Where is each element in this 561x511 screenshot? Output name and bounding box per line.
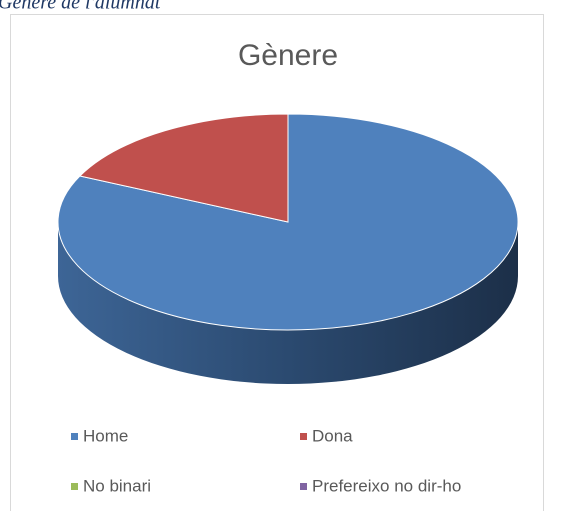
legend-swatch (71, 433, 78, 440)
legend-swatch (300, 433, 307, 440)
legend-swatch (300, 483, 307, 490)
slice-side (58, 222, 518, 384)
slice (57, 113, 519, 331)
legend-label: Dona (312, 426, 353, 445)
chart-title: Gènere (238, 39, 338, 72)
legend-label: Prefereixo no dir-ho (312, 476, 461, 495)
slice (78, 113, 289, 223)
legend-label: Home (83, 426, 128, 445)
legend-swatch (71, 483, 78, 490)
legend-label: No binari (83, 476, 151, 495)
caption: Gènere de l'alumnat (0, 0, 161, 14)
